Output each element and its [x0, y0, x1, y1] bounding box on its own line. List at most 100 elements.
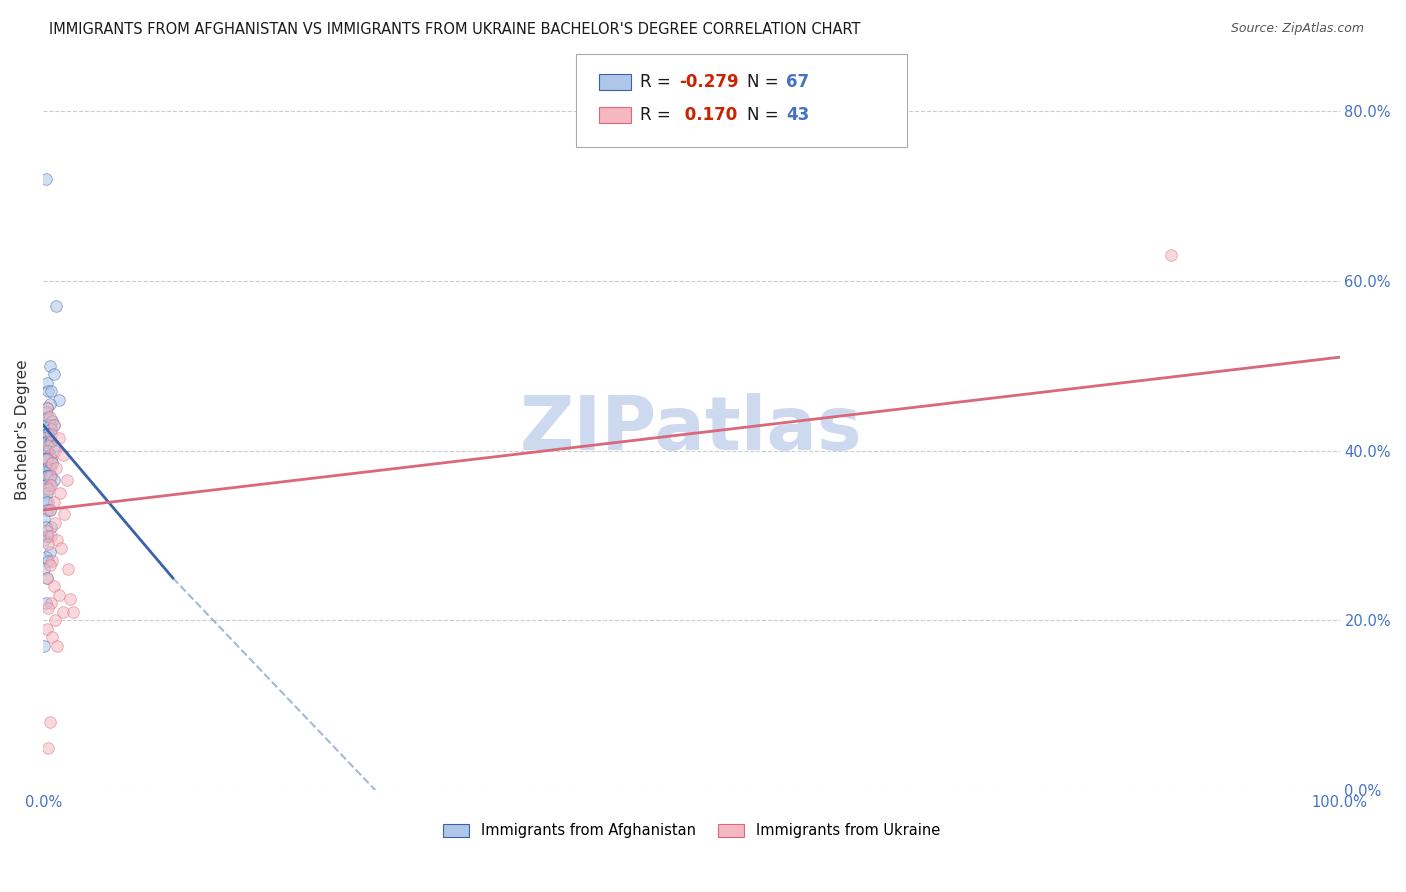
Point [38, 460, 60, 475]
Point [35, 435, 58, 450]
Point [42, 418, 65, 433]
Point [35, 622, 58, 636]
Point [48, 392, 70, 407]
Point [38, 359, 60, 373]
Point [39, 422, 62, 436]
Point [35, 452, 58, 467]
Point [34, 465, 56, 479]
Point [41, 554, 63, 568]
Point [38, 477, 60, 491]
Point [39, 596, 62, 610]
Point [38, 545, 60, 559]
Point [38, 409, 60, 424]
Text: N =: N = [747, 73, 783, 91]
Point [42, 439, 65, 453]
Point [37, 469, 59, 483]
Point [41, 456, 63, 470]
Point [39, 452, 62, 467]
Point [35, 443, 58, 458]
Text: ZIPatlas: ZIPatlas [520, 392, 863, 466]
Point [38, 503, 60, 517]
Point [34, 533, 56, 547]
Point [41, 631, 63, 645]
Text: 0.170: 0.170 [679, 106, 737, 124]
Point [52, 448, 75, 462]
Point [34, 511, 56, 525]
Point [35, 443, 58, 458]
Point [35, 460, 58, 475]
Point [1160, 248, 1182, 262]
Point [35, 376, 58, 390]
Point [39, 528, 62, 542]
Point [37, 528, 59, 542]
Point [37, 409, 59, 424]
Point [34, 452, 56, 467]
Point [41, 414, 63, 428]
Point [35, 435, 58, 450]
Point [37, 426, 59, 441]
Point [35, 469, 58, 483]
Point [34, 482, 56, 496]
Point [35, 452, 58, 467]
Point [35, 469, 58, 483]
Point [38, 435, 60, 450]
Point [39, 520, 62, 534]
Point [34, 562, 56, 576]
Point [56, 562, 79, 576]
Point [35, 596, 58, 610]
Point [38, 503, 60, 517]
Point [35, 494, 58, 508]
Point [35, 520, 58, 534]
Text: 67: 67 [786, 73, 808, 91]
Point [39, 477, 62, 491]
Point [37, 537, 59, 551]
Point [35, 528, 58, 542]
Point [39, 469, 62, 483]
Point [39, 435, 62, 450]
Point [35, 405, 58, 419]
Point [42, 494, 65, 508]
Point [62, 605, 84, 619]
Point [35, 486, 58, 500]
Point [46, 639, 69, 653]
Point [34, 431, 56, 445]
Point [37, 443, 59, 458]
Point [55, 473, 77, 487]
Point [38, 469, 60, 483]
Point [42, 367, 65, 381]
Point [46, 533, 69, 547]
Point [59, 592, 82, 607]
Point [37, 554, 59, 568]
Text: R =: R = [640, 73, 676, 91]
Point [37, 384, 59, 399]
Point [39, 426, 62, 441]
Point [34, 639, 56, 653]
Point [38, 715, 60, 730]
Point [37, 494, 59, 508]
Point [45, 299, 67, 313]
Point [35, 418, 58, 433]
Point [38, 418, 60, 433]
Text: Source: ZipAtlas.com: Source: ZipAtlas.com [1230, 22, 1364, 36]
Point [44, 443, 66, 458]
Point [35, 172, 58, 186]
Text: N =: N = [747, 106, 783, 124]
Point [37, 600, 59, 615]
Point [52, 508, 75, 522]
Point [35, 426, 58, 441]
Point [51, 541, 73, 556]
Point [35, 452, 58, 467]
Point [35, 401, 58, 416]
Point [39, 384, 62, 399]
Point [37, 460, 59, 475]
Point [49, 486, 72, 500]
Point [37, 439, 59, 453]
Point [35, 477, 58, 491]
Text: 43: 43 [786, 106, 810, 124]
Text: IMMIGRANTS FROM AFGHANISTAN VS IMMIGRANTS FROM UKRAINE BACHELOR'S DEGREE CORRELA: IMMIGRANTS FROM AFGHANISTAN VS IMMIGRANT… [49, 22, 860, 37]
Y-axis label: Bachelor's Degree: Bachelor's Degree [15, 359, 30, 500]
Point [38, 558, 60, 573]
Point [42, 418, 65, 433]
Point [35, 426, 58, 441]
Point [45, 460, 67, 475]
